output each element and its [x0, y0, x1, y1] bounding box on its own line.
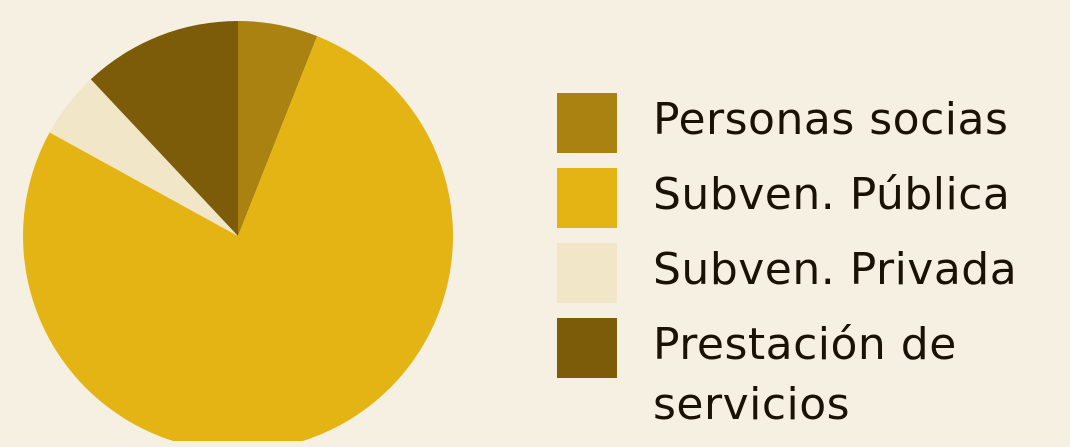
legend-label-personas-socias: Personas socias — [653, 94, 1009, 145]
legend-swatch-prestacion-de-servicios — [557, 318, 617, 378]
legend-label-prestacion-de-servicios: Prestación de servicios — [653, 319, 957, 430]
pie-slice-subven-privada — [49, 79, 239, 236]
pie-slice-prestacion-de-servicios — [90, 21, 238, 236]
pie-plot-area — [23, 21, 453, 441]
legend-item-subven-privada: Subven. Privada — [557, 240, 1067, 303]
chart-legend: Personas socias Subven. Pública Subven. … — [557, 90, 1067, 447]
legend-item-subven-publica: Subven. Pública — [557, 165, 1067, 228]
legend-label-subven-privada: Subven. Privada — [653, 244, 1018, 295]
legend-label-subven-publica: Subven. Pública — [653, 169, 1011, 220]
legend-item-personas-socias: Personas socias — [557, 90, 1067, 153]
pie-slice-personas-socias — [238, 21, 318, 236]
legend-item-prestacion-de-servicios: Prestación de servicios — [557, 315, 1067, 435]
legend-swatch-subven-privada — [557, 243, 617, 303]
legend-swatch-subven-publica — [557, 168, 617, 228]
pie-slice-subven-publica — [23, 36, 453, 441]
legend-swatch-personas-socias — [557, 93, 617, 153]
